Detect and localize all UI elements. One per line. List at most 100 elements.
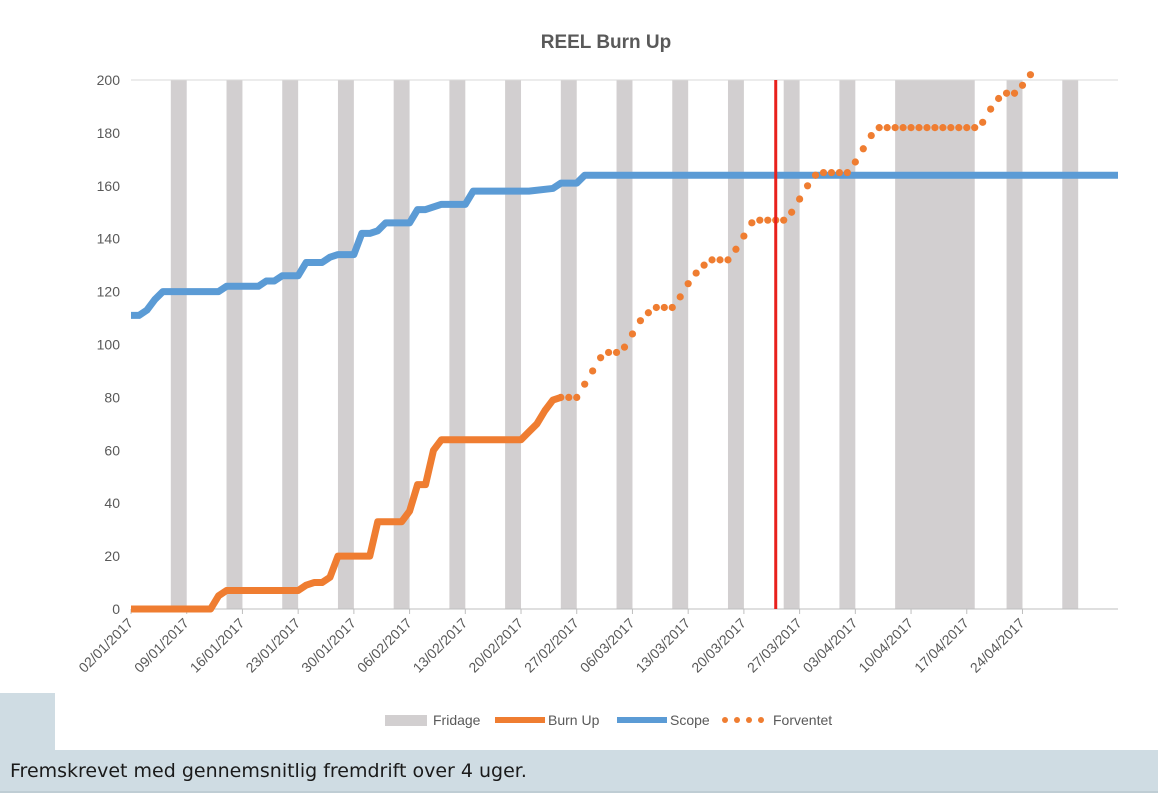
y-tick-label-140: 140 [97,231,121,247]
chart-title: REEL Burn Up [541,32,672,53]
y-tick-label-120: 120 [97,284,121,300]
legend-label-scope: Scope [670,712,710,728]
forventet-point-14 [668,303,676,312]
axes [130,79,1118,614]
fridage-band-13 [895,80,975,609]
forventet-point-46 [923,124,931,132]
x-tick-label-9: 06/03/2017 [577,615,638,676]
legend-label-fridage: Fridage [433,712,481,728]
forventet-point-8 [620,343,629,351]
forventet-point-12 [652,303,660,312]
x-tick-label-6: 13/02/2017 [410,615,471,676]
forventet-point-11 [644,309,652,317]
x-tick-label-8: 27/02/2017 [521,615,582,676]
forventet-point-10 [636,317,645,325]
legend-label-burn-up: Burn Up [548,712,600,728]
forventet-point-51 [963,124,971,132]
y-tick-labels: 0 20 40 60 80 100 120 140 160 180 200 [97,72,121,617]
forventet-point-44 [907,124,915,132]
x-tick-label-16: 24/04/2017 [967,615,1028,676]
burn-up-line [131,394,562,613]
forventet-point-35 [835,168,844,177]
forventet-point-43 [899,124,907,132]
legend-swatch-forventet-3 [758,717,764,723]
x-tick-label-1: 09/01/2017 [131,615,192,676]
fridage-band-12 [839,80,856,609]
forventet-point-52 [971,124,979,132]
forventet-point-47 [931,124,939,132]
forventet-point-26 [764,216,772,224]
caption-bar: Fremskrevet med gennemsnitlig fremdrift … [0,750,1158,793]
forventet-point-56 [1002,89,1011,97]
caption-bottom-line [0,791,1158,793]
forventet-point-20 [716,256,724,264]
y-tick-label-160: 160 [97,178,121,194]
forventet-point-9 [628,330,637,338]
forventet-point-53 [979,118,987,126]
forventet-point-30 [796,195,804,203]
forventet-point-2 [573,393,581,401]
side-block [0,693,55,750]
forventet-point-16 [684,280,692,288]
y-tick-label-0: 0 [112,601,120,617]
forventet-point-50 [955,124,963,132]
forventet-point-54 [987,105,995,113]
forventet-point-48 [939,124,947,132]
forventet-point-21 [724,256,732,264]
series-lines [131,71,1118,613]
forventet-point-41 [883,124,891,132]
fridage-band-15 [1062,80,1079,609]
forventet-point-37 [851,158,859,166]
forventet-point-3 [581,380,589,388]
y-tick-label-180: 180 [97,125,121,141]
forventet-point-34 [827,168,836,177]
forventet-point-6 [604,348,613,357]
y-tick-label-60: 60 [104,442,120,458]
x-tick-label-10: 13/03/2017 [632,615,693,676]
y-tick-label-20: 20 [104,548,120,564]
legend: Fridage Burn Up Scope Forventet [385,712,832,728]
fridage-band-0 [170,80,187,609]
forventet-point-40 [875,124,883,132]
forventet-point-58 [1018,81,1027,89]
x-tick-label-15: 17/04/2017 [911,615,972,676]
x-tick-labels: 02/01/201709/01/201716/01/201723/01/2017… [75,615,1027,676]
y-tick-label-100: 100 [97,337,121,353]
fridage-band-5 [449,80,466,609]
forventet-point-7 [612,348,621,357]
forventet-point-31 [803,182,812,190]
x-tick-label-11: 20/03/2017 [688,615,749,676]
forventet-point-45 [915,124,923,132]
x-tick-label-14: 10/04/2017 [855,615,916,676]
forventet-point-25 [756,216,764,224]
forventet-point-22 [732,245,740,253]
forventet-point-38 [859,145,867,153]
fridage-band-9 [672,80,689,609]
forventet-point-13 [660,303,668,312]
legend-swatch-fridage [385,715,427,726]
forventet-point-28 [780,216,788,224]
forventet-point-33 [819,168,828,177]
x-tick-label-12: 27/03/2017 [744,615,805,676]
scope-line [131,171,1118,319]
forventet-point-17 [692,269,700,277]
legend-swatch-forventet-0 [722,717,728,723]
forventet-point-39 [867,131,875,140]
fridage-band-2 [282,80,299,609]
forventet-point-29 [788,208,796,216]
forventet-point-24 [748,219,756,227]
forventet-point-23 [740,232,748,240]
fridage-band-4 [393,80,410,609]
y-tick-label-40: 40 [104,495,120,511]
forventet-point-19 [708,256,716,264]
forventet-point-59 [1026,71,1035,79]
fridage-band-10 [727,80,744,609]
forventet-point-1 [565,393,573,401]
forventet-point-57 [1010,89,1019,97]
forventet-point-55 [995,94,1003,103]
forventet-point-36 [843,168,851,177]
fridage-band-6 [505,80,522,609]
burn-up-chart: REEL Burn Up 0 20 40 60 80 100 120 140 160 180 200… [75,32,1118,728]
x-tick-label-7: 20/02/2017 [465,615,526,676]
fridage-band-7 [560,80,577,609]
